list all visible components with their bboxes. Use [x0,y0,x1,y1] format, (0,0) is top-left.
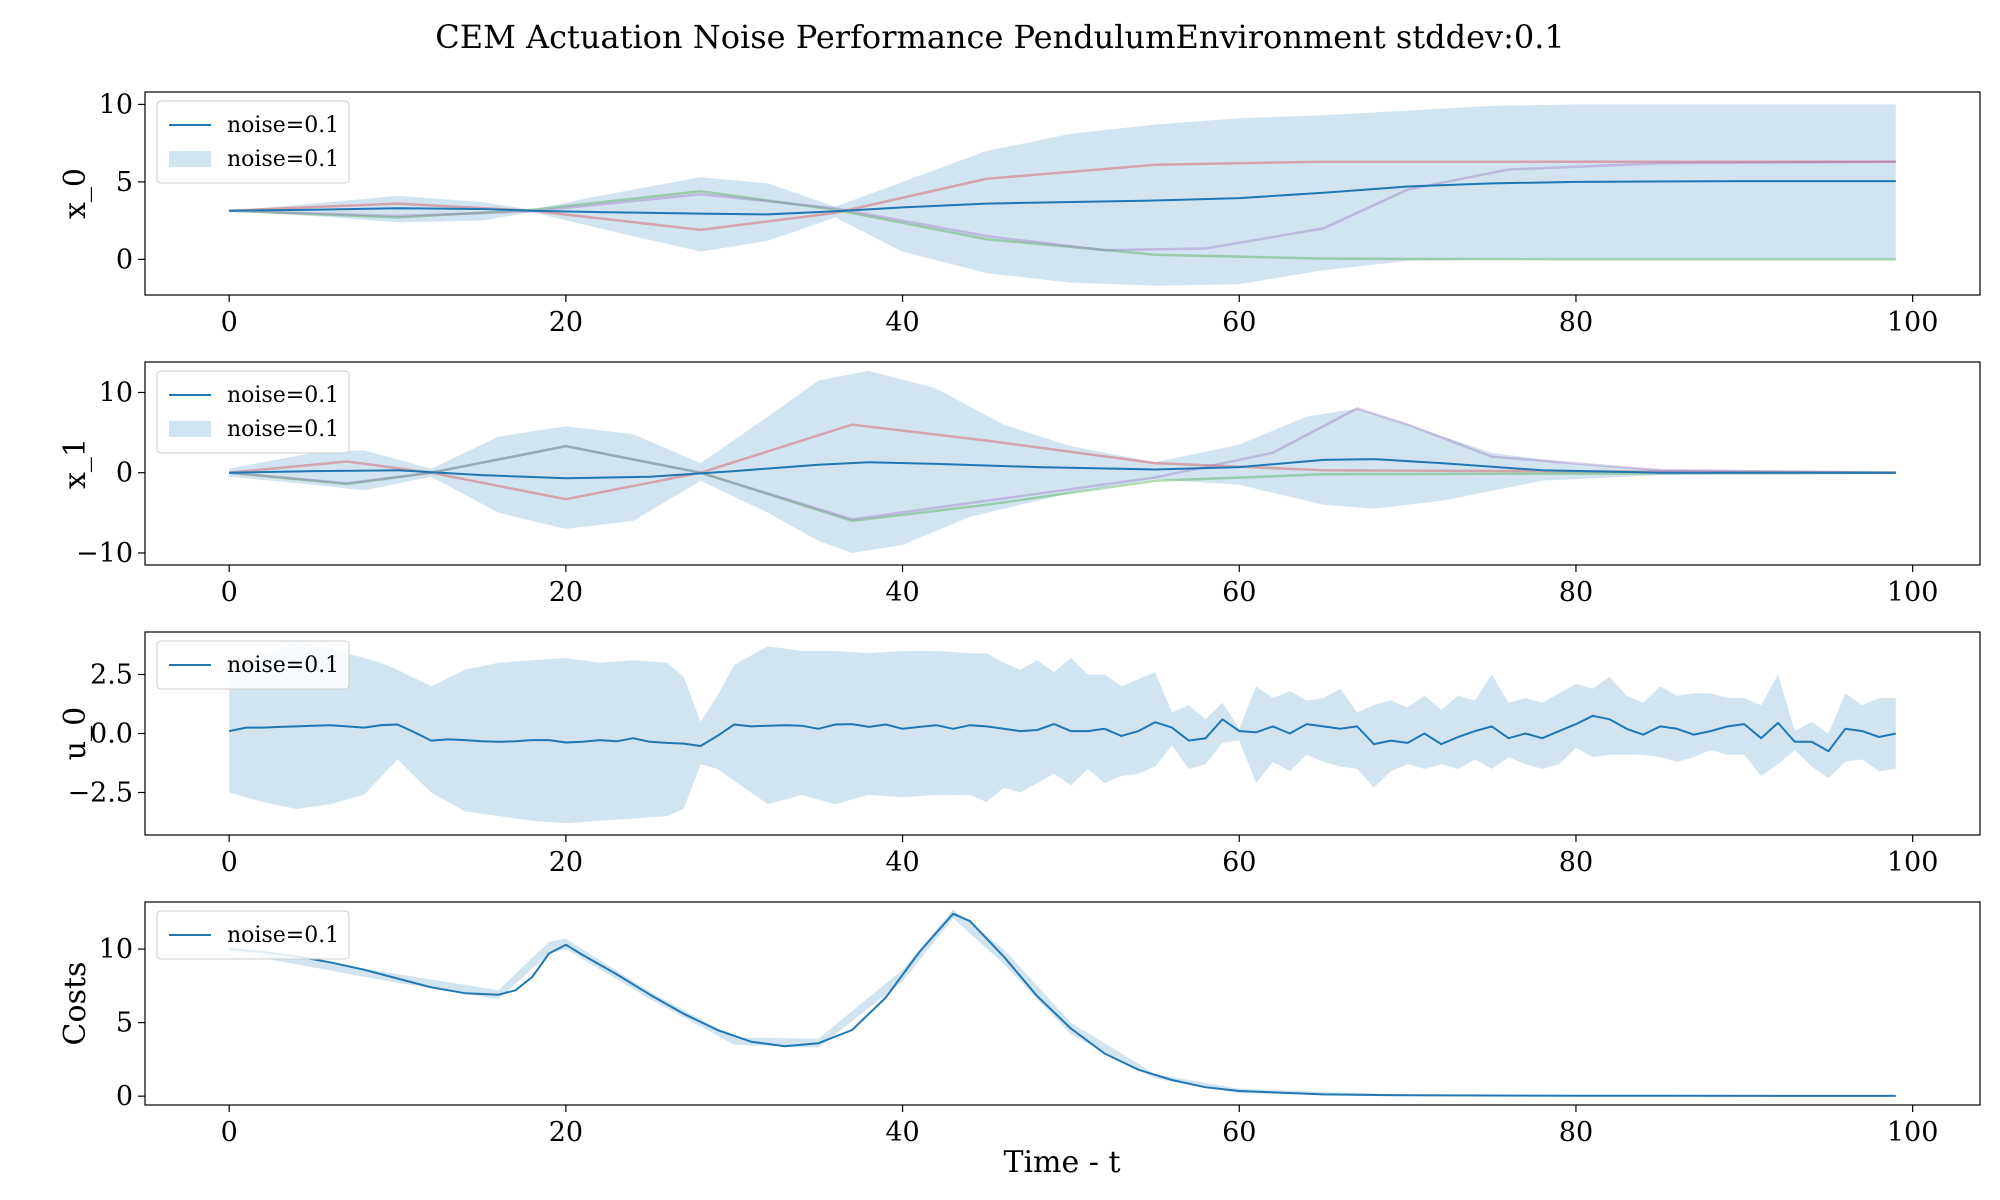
x-tick-label: 60 [1222,577,1256,608]
x-tick-label: 80 [1559,847,1593,878]
y-tick-label: 0 [116,244,133,275]
y-axis-label: u_0 [58,707,93,760]
subplot-1: 0 20 40 60 80 100 0 5 10 x_0 noise=0.1 noise=0.1 [58,89,1981,338]
legend-label: noise=0.1 [227,923,339,948]
confidence-band [229,104,1896,286]
x-tick-label: 60 [1222,847,1256,878]
legend-band-swatch [169,151,211,167]
mean-line [229,458,1896,480]
mean-line [229,912,1896,1097]
x-tick-label: 0 [221,307,238,338]
x-tick-label: 0 [221,847,238,878]
x-tick-label: 100 [1887,577,1939,608]
mean-line [229,180,1896,216]
y-tick-label: 5 [116,1008,133,1039]
confidence-band [229,909,1896,1097]
axes-frame [144,901,1981,1106]
y-tick-label: 0 [116,458,133,489]
legend-label: noise=0.1 [227,653,339,678]
x-tick-label: 80 [1559,1117,1593,1148]
mean-line [228,714,1897,753]
legend-label: noise=0.1 [227,417,339,442]
legend-label: noise=0.1 [227,383,339,408]
x-tick-label: 40 [885,307,919,338]
x-tick-label: 100 [1887,307,1939,338]
y-axis-label: x_1 [58,438,93,489]
y-tick-label: 5 [116,167,133,198]
legend-label: noise=0.1 [227,113,339,138]
legend [156,640,350,690]
axes-frame [144,91,1981,296]
y-tick-label: 0.0 [90,719,133,750]
x-tick-label: 0 [221,1117,238,1148]
legend-label: noise=0.1 [227,147,339,172]
x-tick-label: 100 [1887,847,1939,878]
x-tick-label: 20 [549,307,583,338]
legend [156,910,350,960]
x-tick-label: 80 [1559,307,1593,338]
y-tick-label: −2.5 [67,778,133,809]
legend [156,100,350,184]
y-tick-label: 10 [99,89,133,120]
y-tick-label: −10 [76,538,133,569]
sample-purple-trajectory [229,407,1896,521]
sample-green-trajectory [229,444,1896,523]
x-tick-label: 20 [549,1117,583,1148]
y-tick-label: 10 [99,934,133,965]
y-axis-label: x_0 [58,168,93,219]
x-tick-label: 60 [1222,307,1256,338]
x-tick-label: 20 [549,577,583,608]
x-tick-label: 0 [221,577,238,608]
confidence-band [229,370,1896,553]
subplot-3: 0 20 40 60 80 100 −2.5 0.0 2.5 u_0 noise=0.1 [58,631,1981,878]
x-tick-label: 40 [885,577,919,608]
y-tick-label: 0 [116,1081,133,1112]
legend-band-swatch [169,421,211,437]
y-tick-label: 2.5 [90,659,133,690]
figure-title: CEM Actuation Noise Performance Pendulum… [435,18,1565,56]
sample-green-trajectory [229,189,1896,261]
legend [156,370,350,454]
x-tick-label: 20 [549,847,583,878]
sample-red-trajectory [229,160,1896,232]
x-tick-label: 40 [885,1117,919,1148]
x-tick-label: 100 [1887,1117,1939,1148]
x-tick-label: 40 [885,847,919,878]
y-axis-label: Costs [58,962,93,1046]
x-axis-label: Time - t [1003,1145,1120,1180]
confidence-band [229,641,1896,824]
axes-frame [144,361,1981,566]
x-tick-label: 80 [1559,577,1593,608]
subplot-2: 0 20 40 60 80 100 −10 0 10x_1 noise=0.1 noise=0.1 [58,361,1981,608]
y-tick-label: 10 [99,377,133,408]
x-tick-label: 60 [1222,1117,1256,1148]
